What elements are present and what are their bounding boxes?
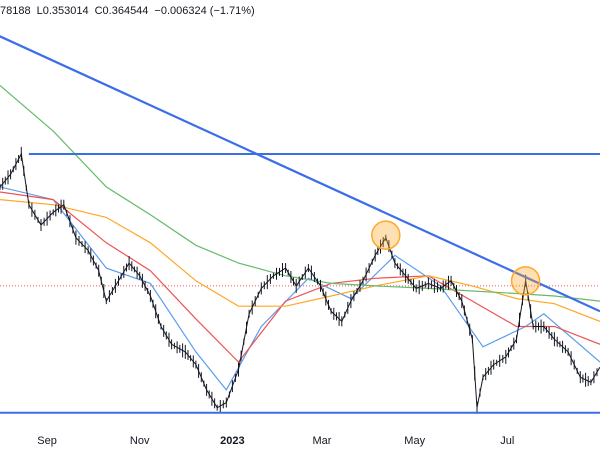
x-tick-label: 2023 xyxy=(220,435,244,447)
x-tick-label: Nov xyxy=(130,435,150,447)
moving-average-3 xyxy=(0,199,600,322)
highlight-circle-2 xyxy=(510,266,541,296)
ohlc-high-partial: 78188 xyxy=(0,5,31,17)
ohlc-legend: 78188 L0.353014 C0.364544 −0.006324 (−1.… xyxy=(0,0,255,22)
moving-average-2 xyxy=(0,191,600,363)
x-tick-label: May xyxy=(404,435,425,447)
highlight-circle-1 xyxy=(371,220,401,250)
x-tick-label: Jul xyxy=(500,435,514,447)
price-line xyxy=(0,152,600,409)
x-tick-label: Mar xyxy=(313,435,332,447)
ohlc-low: L0.353014 xyxy=(36,5,89,17)
moving-average-4 xyxy=(0,84,600,302)
ohlc-change: −0.006324 (−1.71%) xyxy=(154,5,255,17)
trendline xyxy=(0,35,600,313)
ohlc-close: C0.364544 xyxy=(94,5,149,17)
moving-average-1 xyxy=(0,186,600,391)
x-tick-label: Sep xyxy=(37,435,57,447)
